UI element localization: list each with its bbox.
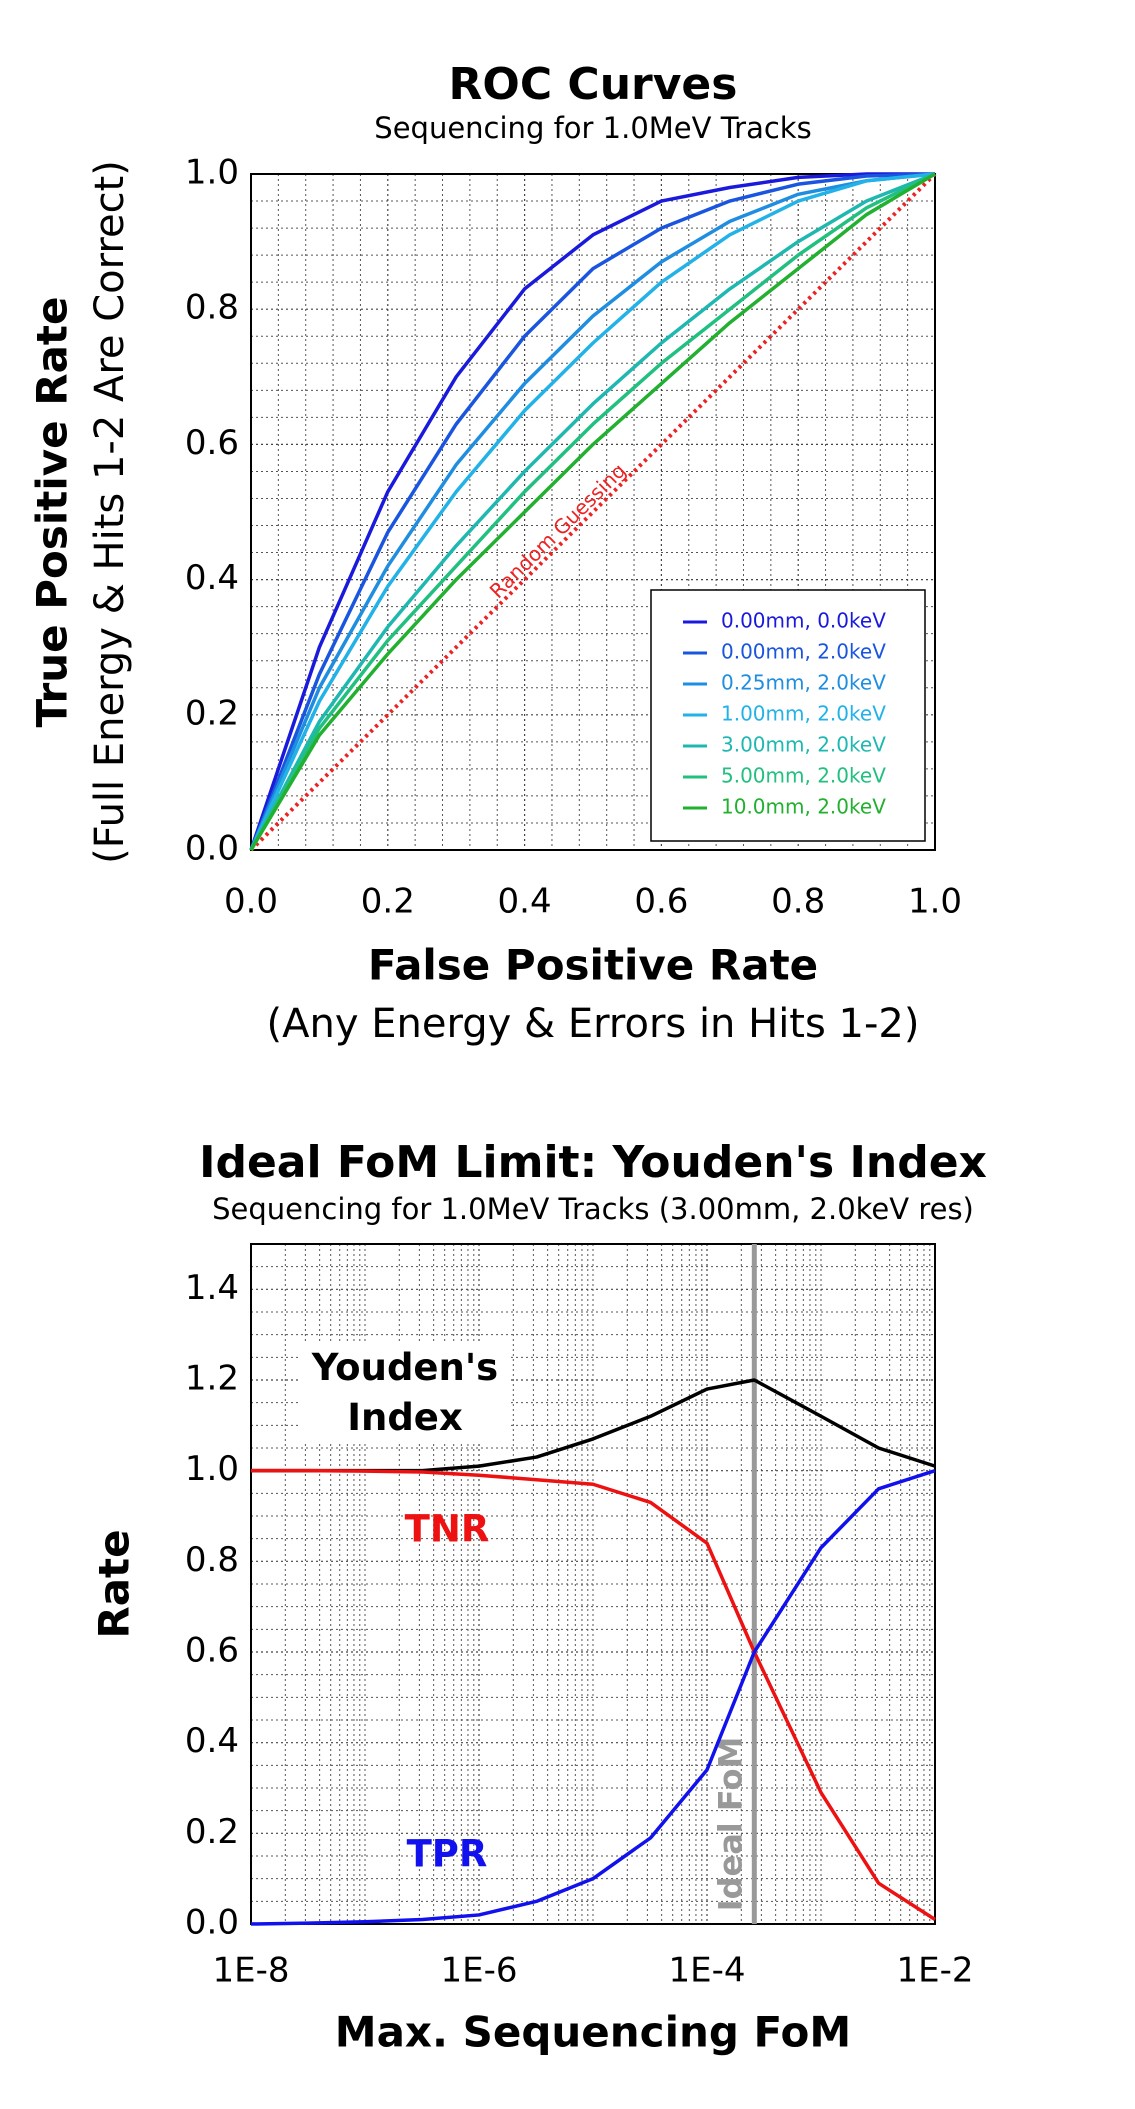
chart-subtitle: Sequencing for 1.0MeV Tracks (3.00mm, 2.…: [212, 1192, 974, 1226]
y-tick-label: 0.2: [185, 1812, 239, 1852]
series-line: [249, 172, 936, 851]
chart-title: ROC Curves: [449, 59, 738, 110]
x-axis-label: Max. Sequencing FoM: [335, 2008, 851, 2057]
legend-label: 10.0mm, 2.0keV: [721, 795, 886, 819]
y-tick-label: 1.2: [185, 1359, 239, 1399]
chart-title: Ideal FoM Limit: Youden's Index: [199, 1137, 987, 1188]
series-line: [250, 1469, 936, 1926]
x-tick-label: 1E-4: [668, 1951, 745, 1991]
series-line: [249, 172, 936, 851]
chart-subtitle: Sequencing for 1.0MeV Tracks: [374, 111, 811, 145]
plot-frame: [250, 1243, 936, 1925]
x-tick-label: 1E-2: [896, 1951, 973, 1991]
x-tick-label: 1E-6: [440, 1951, 517, 1991]
x-tick-label: 1E-8: [212, 1951, 289, 1991]
y-tick-label: 0.4: [185, 1721, 239, 1761]
series-label: TPR: [407, 1833, 488, 1876]
y-tick-label: 0.6: [185, 1631, 239, 1671]
x-tick-label: 0.8: [771, 882, 825, 922]
x-axis-label: False Positive Rate: [368, 941, 818, 990]
y-tick-label: 0.0: [185, 1903, 239, 1943]
y-tick-label: 0.6: [185, 423, 239, 463]
series-line: [249, 172, 936, 851]
legend-label: 0.00mm, 0.0keV: [721, 609, 886, 633]
series-line: [249, 172, 936, 851]
series-line: [249, 172, 936, 851]
plot-frame: [250, 173, 936, 851]
x-tick-label: 1.0: [908, 882, 962, 922]
x-tick-label: 0.6: [634, 882, 688, 922]
legend-label: 0.25mm, 2.0keV: [721, 671, 886, 695]
y-tick-label: 0.4: [185, 558, 239, 598]
series-line: [251, 1468, 936, 1921]
x-tick-label: 0.4: [498, 882, 552, 922]
x-axis-sublabel: (Any Energy & Errors in Hits 1-2): [267, 1001, 920, 1047]
y-axis-label: Rate: [90, 1529, 139, 1638]
x-tick-label: 0.2: [361, 882, 415, 922]
y-tick-label: 1.0: [185, 1449, 239, 1489]
series-label: TNR: [405, 1508, 490, 1551]
y-axis-sublabel: (Full Energy & Hits 1-2 Are Correct): [87, 160, 133, 864]
y-tick-label: 1.0: [185, 153, 239, 193]
y-tick-label: 0.8: [185, 288, 239, 328]
legend-label: 3.00mm, 2.0keV: [721, 733, 886, 757]
legend-label: 1.00mm, 2.0keV: [721, 702, 886, 726]
series-line: [249, 172, 935, 851]
legend-label: 5.00mm, 2.0keV: [721, 764, 886, 788]
x-tick-label: 0.0: [224, 882, 278, 922]
y-tick-label: 0.2: [185, 693, 239, 733]
y-tick-label: 1.4: [185, 1268, 239, 1308]
series-label: Youden's Index: [300, 1343, 510, 1443]
y-tick-label: 0.0: [185, 829, 239, 869]
y-tick-label: 0.8: [185, 1540, 239, 1580]
ideal-label: Ideal FoM: [711, 1737, 749, 1912]
y-axis-label: True Positive Rate: [28, 297, 77, 728]
series-line: [249, 172, 936, 851]
legend-label: 0.00mm, 2.0keV: [721, 640, 886, 664]
